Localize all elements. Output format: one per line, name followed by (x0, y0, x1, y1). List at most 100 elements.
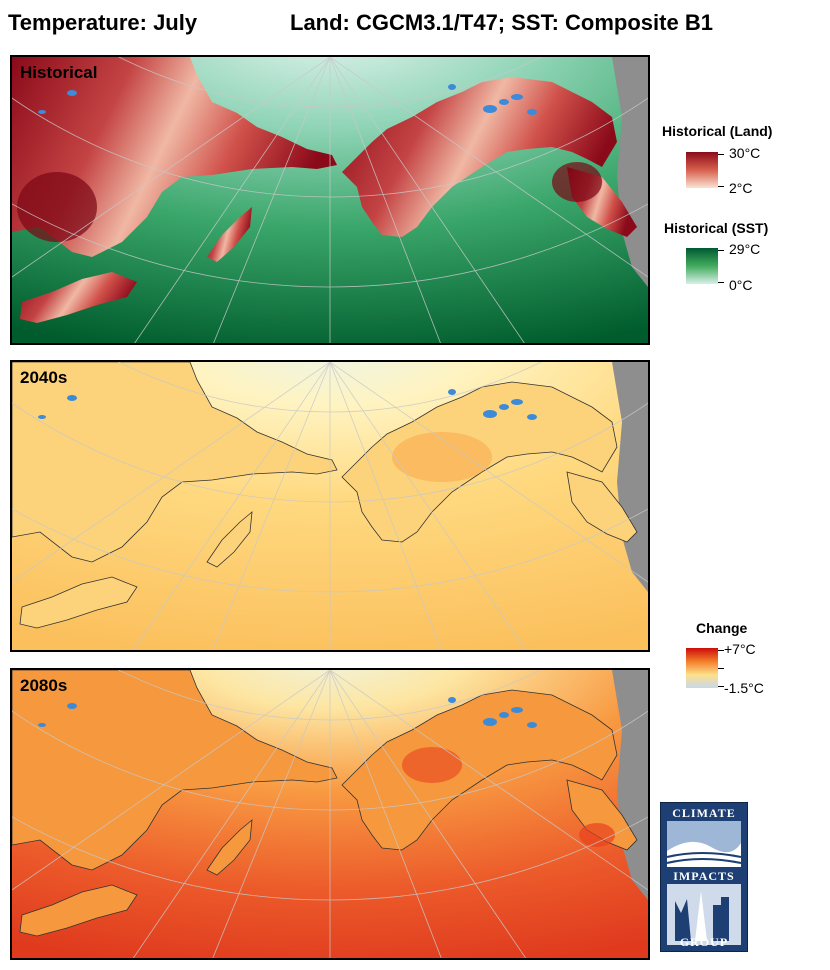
longitude-line (134, 57, 331, 343)
lake (499, 404, 509, 410)
lake (527, 722, 537, 728)
lake (38, 415, 46, 419)
longitude-line (329, 362, 527, 650)
legend-bar-sst (686, 248, 718, 284)
legend-title-sst: Historical (SST) (664, 220, 769, 236)
logo-waterfall-icon (695, 891, 707, 941)
landmass (206, 511, 253, 568)
2080s-change-map (12, 670, 648, 958)
outside-domain-east (612, 57, 648, 287)
climate-impacts-group-logo: CLIMATE IMPACTS GROUP (660, 802, 748, 952)
lake (511, 399, 523, 405)
lake (527, 109, 537, 115)
longitude-line (12, 670, 331, 891)
hotspot (579, 823, 615, 847)
lake (483, 718, 497, 726)
longitude-line (212, 670, 331, 958)
legend-bar-land (686, 152, 718, 188)
longitude-line (12, 57, 331, 278)
lake (67, 90, 77, 96)
logo-emblem (666, 821, 742, 945)
lake (38, 110, 46, 114)
longitude-line (329, 57, 525, 343)
longitude-line (329, 670, 648, 891)
longitude-line (12, 362, 331, 583)
longitude-line (329, 362, 442, 650)
lake (448, 697, 456, 703)
lake (38, 723, 46, 727)
landmass (206, 819, 253, 876)
logo-building-icon (713, 897, 729, 941)
landmass (12, 362, 338, 563)
lake (67, 703, 77, 709)
longitude-line (132, 670, 331, 958)
lake (67, 395, 77, 401)
legend-tick (718, 282, 724, 283)
legend-change-max: +7°C (724, 641, 756, 657)
landmass (566, 779, 638, 851)
map-title: Temperature: July (8, 10, 198, 35)
legend-title-change: Change (696, 620, 748, 636)
legend-land-min: 2°C (729, 180, 753, 196)
logo-field-line (666, 858, 742, 864)
legend-tick (718, 668, 724, 669)
lake (511, 707, 523, 713)
legend-tick (718, 250, 724, 251)
map-panel-2080s: 2080s (10, 668, 650, 960)
2040s-change-map (12, 362, 648, 650)
longitude-line (212, 362, 331, 650)
logo-text-climate: CLIMATE (672, 806, 736, 820)
lake (499, 712, 509, 718)
longitude-line (213, 57, 331, 343)
panel-label-2040s: 2040s (20, 368, 68, 387)
logo-text-impacts: IMPACTS (661, 869, 747, 884)
hotspot (552, 162, 602, 202)
hotspot (392, 432, 492, 482)
lake (499, 99, 509, 105)
legend-bar-change (686, 648, 718, 688)
landmass (207, 207, 252, 262)
landmass (341, 689, 618, 851)
landmass (12, 670, 338, 871)
lake (483, 105, 497, 113)
legend-title-land: Historical (Land) (662, 123, 773, 139)
legend-land-max: 30°C (729, 145, 761, 161)
logo-field-line (666, 852, 742, 858)
graticule (12, 670, 648, 958)
hotspot (402, 747, 462, 783)
outside-domain-east (612, 362, 648, 592)
legend-tick (718, 186, 724, 187)
lake (448, 84, 456, 90)
legend-sst-max: 29°C (729, 241, 761, 257)
panel-label-2080s: 2080s (20, 676, 68, 695)
legend-tick (718, 650, 724, 651)
panel-label-historical: Historical (20, 63, 98, 82)
legend-tick (718, 686, 724, 687)
longitude-line (329, 57, 441, 343)
outside-domain-east (612, 670, 648, 900)
graticule (12, 57, 648, 343)
logo-tree-icon (675, 899, 691, 941)
legend-change-min: -1.5°C (724, 680, 764, 696)
landmass (20, 272, 137, 323)
landmass (342, 77, 617, 237)
logo-text-group: GROUP (679, 935, 729, 949)
hotspot (17, 172, 97, 242)
lake (483, 410, 497, 418)
lake (448, 389, 456, 395)
historical-map (12, 57, 648, 343)
map-subtitle: Land: CGCM3.1/T47; SST: Composite B1 (290, 10, 713, 35)
map-panel-2040s: 2040s (10, 360, 650, 652)
landmass (19, 884, 138, 937)
landmass (19, 576, 138, 629)
legend-sst-min: 0°C (729, 277, 753, 293)
landmass (566, 471, 638, 543)
longitude-line (132, 362, 331, 650)
longitude-line (329, 57, 648, 278)
lake (511, 94, 523, 100)
graticule (12, 362, 648, 650)
longitude-line (329, 362, 648, 583)
legend-tick (718, 154, 724, 155)
longitude-line (329, 670, 527, 958)
map-panel-historical: Historical (10, 55, 650, 345)
